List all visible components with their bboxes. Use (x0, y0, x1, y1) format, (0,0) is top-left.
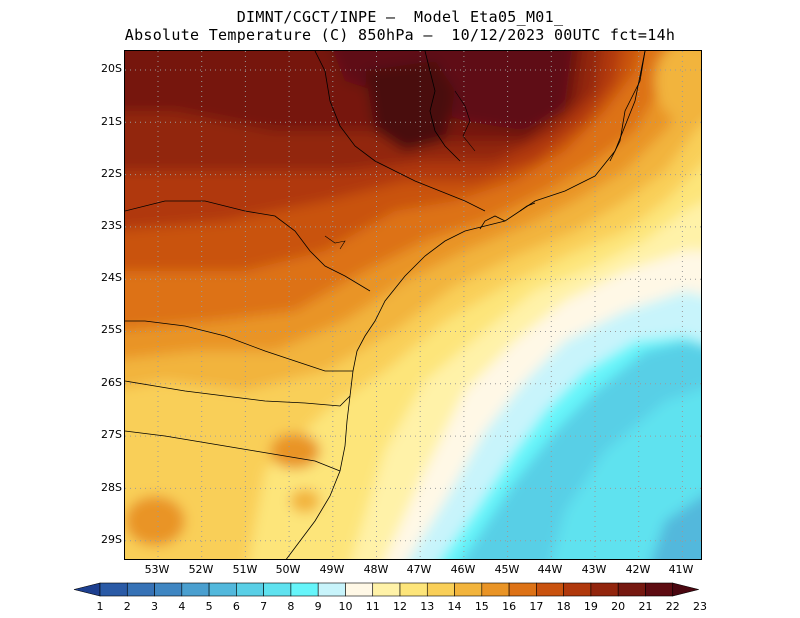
colorbar-label: 17 (529, 600, 544, 613)
colorbar-label: 10 (338, 600, 353, 613)
colorbar-swatch (154, 582, 183, 597)
colorbar-label: 8 (287, 600, 295, 613)
colorbar-swatch (208, 582, 237, 597)
colorbar-swatch (263, 582, 292, 597)
colorbar-swatch (454, 582, 483, 597)
colorbar (73, 582, 699, 597)
lat-label: 21S (101, 115, 122, 128)
lat-label: 22S (101, 167, 122, 180)
colorbar-label: 13 (420, 600, 435, 613)
lon-label: 45W (494, 563, 520, 576)
lat-label: 20S (101, 62, 122, 75)
colorbar-swatches (73, 582, 699, 597)
colorbar-label: 11 (365, 600, 380, 613)
colorbar-label: 12 (393, 600, 407, 613)
colorbar-label: 14 (447, 600, 462, 613)
colorbar-arrow-right (672, 582, 699, 597)
colorbar-label: 1 (96, 600, 104, 613)
lon-label: 42W (625, 563, 651, 576)
colorbar-label: 21 (638, 600, 653, 613)
colorbar-label: 18 (556, 600, 571, 613)
colorbar-label: 4 (178, 600, 186, 613)
colorbar-swatch (126, 582, 155, 597)
lon-label: 47W (406, 563, 432, 576)
colorbar-label: 6 (232, 600, 240, 613)
colorbar-swatch (290, 582, 319, 597)
lon-label: 41W (668, 563, 694, 576)
lon-label: 48W (363, 563, 389, 576)
temperature-map (124, 50, 702, 560)
coastline-and-borders (125, 51, 646, 559)
lon-label: 49W (319, 563, 345, 576)
lat-lon-grid (125, 51, 701, 559)
lat-label: 26S (101, 376, 122, 389)
lon-label: 44W (537, 563, 563, 576)
colorbar-swatch (345, 582, 374, 597)
lat-label: 23S (101, 219, 122, 232)
colorbar-label: 22 (665, 600, 680, 613)
colorbar-label: 5 (205, 600, 213, 613)
colorbar-swatch (399, 582, 428, 597)
colorbar-swatch (481, 582, 510, 597)
colorbar-swatch (236, 582, 264, 597)
colorbar-swatch (426, 582, 455, 597)
colorbar-swatch (181, 582, 210, 597)
lon-label: 46W (450, 563, 476, 576)
lat-label: 24S (101, 271, 122, 284)
colorbar-label: 19 (583, 600, 598, 613)
colorbar-label: 3 (151, 600, 159, 613)
map-title-line-2: Absolute Temperature (C) 850hPa – 10/12/… (124, 26, 676, 44)
lat-label: 28S (101, 481, 122, 494)
lon-label: 53W (144, 563, 170, 576)
lon-label: 50W (275, 563, 301, 576)
colorbar-label: 20 (611, 600, 626, 613)
map-title-line-1: DIMNT/CGCT/INPE – Model Eta05_M01_ (236, 8, 564, 26)
colorbar-swatch (590, 582, 619, 597)
lat-label: 29S (101, 533, 122, 546)
colorbar-label: 2 (123, 600, 131, 613)
colorbar-label: 15 (474, 600, 489, 613)
colorbar-label: 7 (260, 600, 268, 613)
lat-label: 25S (101, 323, 122, 336)
colorbar-swatch (508, 582, 537, 597)
colorbar-arrow-left (73, 582, 101, 597)
colorbar-label: 9 (314, 600, 322, 613)
colorbar-swatch (617, 582, 646, 597)
colorbar-swatch (99, 582, 128, 597)
colorbar-swatch (317, 582, 346, 597)
colorbar-swatch (563, 582, 592, 597)
colorbar-label: 16 (502, 600, 517, 613)
colorbar-label: 23 (693, 600, 707, 613)
map-canvas (125, 51, 701, 559)
temperature-field (125, 51, 701, 559)
lon-label: 51W (232, 563, 258, 576)
colorbar-swatch (536, 582, 564, 597)
colorbar-swatch (645, 582, 674, 597)
lon-label: 52W (188, 563, 214, 576)
lon-label: 43W (581, 563, 607, 576)
lat-label: 27S (101, 428, 122, 441)
colorbar-swatch (372, 582, 401, 597)
